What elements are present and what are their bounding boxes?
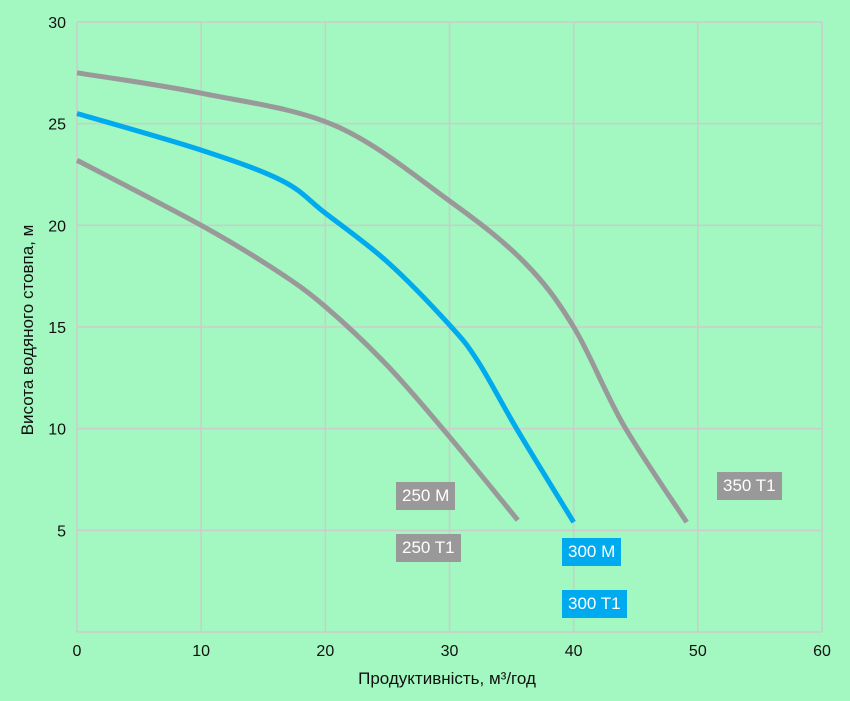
x-tick-label: 10 [192, 643, 210, 660]
y-tick-label: 10 [48, 422, 66, 439]
pump-curve-350-t1 [76, 70, 689, 524]
y-tick-label: 15 [48, 320, 66, 337]
y-axis-title: Висота водяного стовпа, м [18, 225, 37, 436]
curve-label-300-m: 300 M [562, 538, 622, 566]
x-axis-title: Продуктивність, м³/год [358, 669, 536, 688]
y-tick-label: 25 [48, 117, 66, 134]
curve-label-300-t1: 300 T1 [562, 590, 627, 618]
x-tick-label: 20 [316, 643, 334, 660]
curve-label-350-t1: 350 T1 [717, 472, 782, 500]
x-tick-label: 30 [441, 643, 459, 660]
y-tick-label: 5 [57, 523, 66, 540]
pump-curve-300-m-300-t1 [76, 111, 576, 524]
pump-curve-250-m-250-t1 [75, 158, 520, 522]
y-tick-label: 30 [48, 15, 66, 32]
y-axis-ticks: 5 10 15 20 25 30 [48, 15, 66, 540]
x-tick-label: 0 [73, 643, 82, 660]
curves [75, 70, 689, 524]
curve-label-250-t1: 250 T1 [396, 534, 461, 562]
y-tick-label: 20 [48, 218, 66, 235]
curve-label-250-m: 250 M [396, 482, 456, 510]
x-tick-label: 60 [813, 643, 831, 660]
x-tick-label: 40 [565, 643, 583, 660]
x-axis-ticks: 0 10 20 30 40 50 60 [73, 643, 831, 660]
x-tick-label: 50 [689, 643, 707, 660]
